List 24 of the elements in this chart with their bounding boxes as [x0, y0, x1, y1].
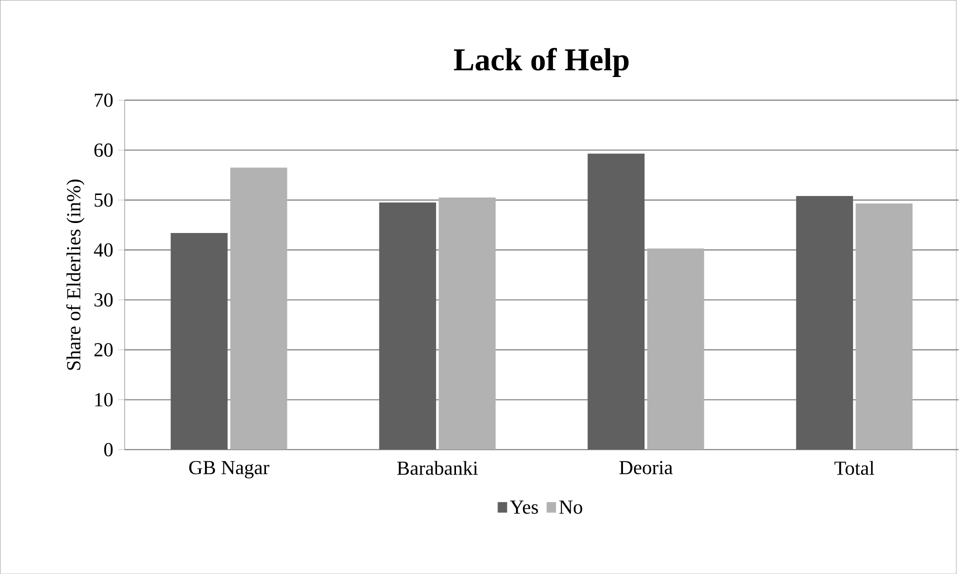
- legend-label: No: [559, 500, 582, 514]
- y-axis-title: Share of Elderlies (in%): [66, 179, 84, 370]
- legend-label: Yes: [510, 500, 538, 514]
- y-tick-label: 30: [94, 293, 113, 306]
- bar: [588, 153, 645, 450]
- bar: [647, 248, 704, 450]
- chart-title: Lack of Help: [454, 48, 629, 77]
- y-tick-label: 10: [95, 392, 113, 406]
- y-tick-label: 50: [94, 193, 113, 207]
- bar: [856, 203, 913, 450]
- y-tick-label: 60: [94, 143, 113, 157]
- x-tick-label: Barabanki: [397, 460, 478, 475]
- y-tick-label: 70: [94, 93, 113, 107]
- x-tick-label: Deoria: [619, 460, 673, 474]
- x-tick-label: GB Nagar: [189, 460, 270, 478]
- bar: [796, 196, 854, 450]
- y-tick-label: 20: [94, 342, 113, 356]
- bar: [379, 202, 436, 450]
- y-tick-label: 40: [94, 243, 113, 256]
- y-tick-label: 0: [104, 442, 113, 456]
- bar: [170, 232, 228, 450]
- bar: [230, 167, 288, 450]
- x-tick-label: Total: [834, 460, 874, 475]
- bar: [438, 197, 496, 450]
